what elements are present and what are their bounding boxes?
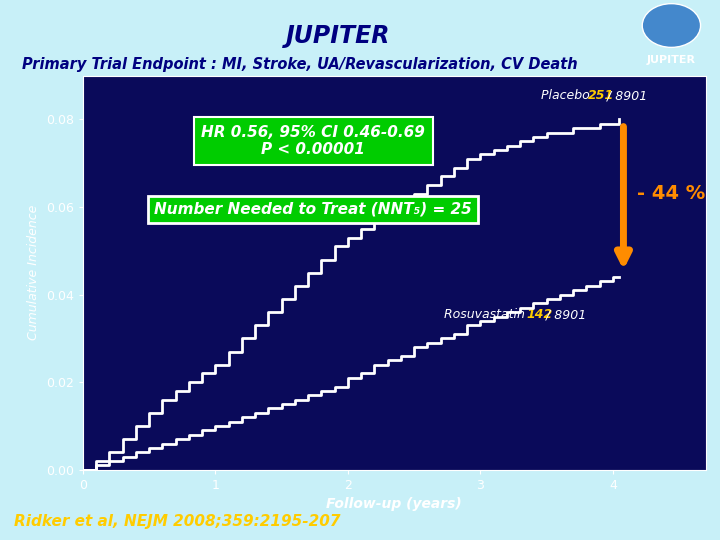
X-axis label: Follow-up (years): Follow-up (years) xyxy=(326,497,462,511)
Text: 142: 142 xyxy=(526,308,552,321)
Text: 251: 251 xyxy=(588,90,614,103)
Text: / 8901: / 8901 xyxy=(542,308,587,321)
Text: - 44 %: - 44 % xyxy=(636,184,705,204)
Text: Number Needed to Treat (NNT₅) = 25: Number Needed to Treat (NNT₅) = 25 xyxy=(154,202,472,217)
Text: / 8901: / 8901 xyxy=(603,90,647,103)
Text: Placebo: Placebo xyxy=(541,90,593,103)
Text: JUPITER: JUPITER xyxy=(647,55,696,65)
Text: Rosuvastatin: Rosuvastatin xyxy=(444,308,529,321)
Text: JUPITER: JUPITER xyxy=(286,24,391,48)
Text: Primary Trial Endpoint : MI, Stroke, UA/Revascularization, CV Death: Primary Trial Endpoint : MI, Stroke, UA/… xyxy=(22,57,577,72)
FancyArrowPatch shape xyxy=(617,126,629,262)
Text: Ridker et al, NEJM 2008;359:2195-207: Ridker et al, NEJM 2008;359:2195-207 xyxy=(14,514,341,529)
Y-axis label: Cumulative Incidence: Cumulative Incidence xyxy=(27,205,40,340)
Text: HR 0.56, 95% CI 0.46-0.69
P < 0.00001: HR 0.56, 95% CI 0.46-0.69 P < 0.00001 xyxy=(202,125,426,157)
Circle shape xyxy=(642,4,701,48)
